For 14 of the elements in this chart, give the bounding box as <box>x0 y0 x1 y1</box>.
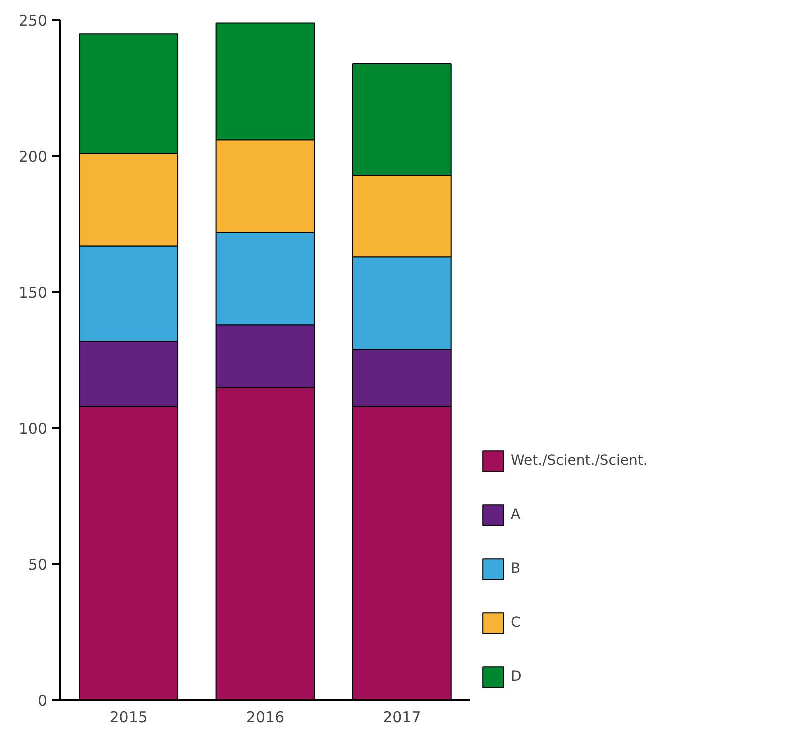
legend-label: C <box>511 615 522 631</box>
y-tick-label: 0 <box>38 692 48 710</box>
x-tick-label: 2015 <box>110 708 148 726</box>
y-tick-label: 200 <box>18 148 48 166</box>
legend-label: Wet./Scient./Scient. <box>511 453 648 469</box>
legend-label: A <box>511 507 522 523</box>
legend-label: B <box>511 561 522 577</box>
x-tick-label: 2016 <box>246 708 285 726</box>
legend-label: D <box>511 669 523 685</box>
y-tick-label: 150 <box>18 284 48 302</box>
y-tick-label: 250 <box>18 12 48 30</box>
x-tick-label: 2017 <box>383 708 422 726</box>
y-tick-label: 100 <box>18 420 48 438</box>
y-tick-label: 50 <box>28 556 48 574</box>
